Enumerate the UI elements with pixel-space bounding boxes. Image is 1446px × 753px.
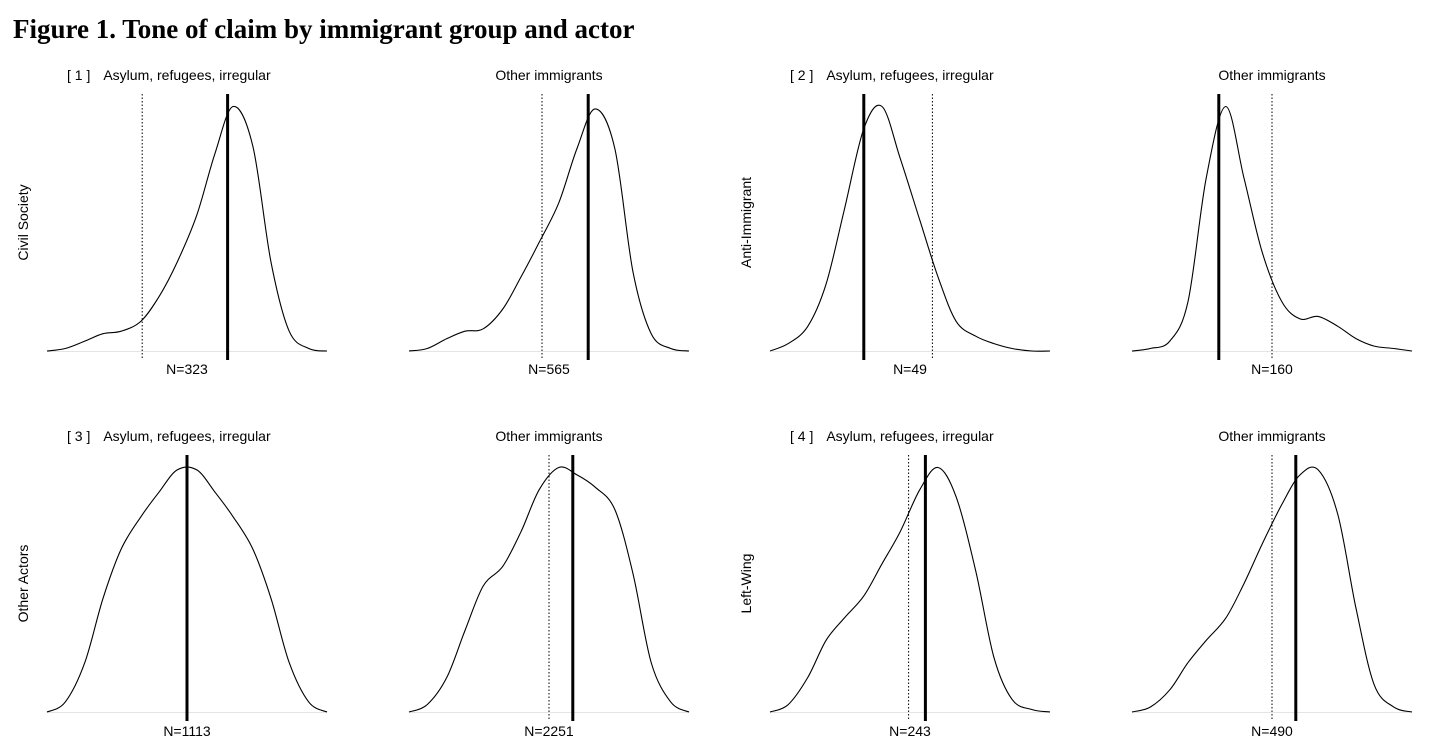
group-title: Other immigrants — [495, 428, 602, 444]
density-curve — [769, 104, 1051, 352]
subplot: Asylum, refugees, irregular N=323 — [46, 67, 328, 377]
n-label: N=565 — [528, 361, 570, 377]
actor-label: Left-Wing — [738, 554, 754, 614]
panel-label: [ 3 ] — [67, 428, 90, 444]
group-title: Other immigrants — [1218, 67, 1325, 83]
actor-label: Civil Society — [15, 184, 31, 260]
n-label: N=49 — [893, 361, 927, 377]
density-curve — [408, 108, 690, 352]
n-label: N=323 — [166, 361, 208, 377]
group-title: Asylum, refugees, irregular — [826, 428, 994, 444]
n-label: N=490 — [1251, 723, 1293, 739]
group-title: Other immigrants — [1218, 428, 1325, 444]
n-label: N=160 — [1251, 361, 1293, 377]
group-title: Asylum, refugees, irregular — [103, 67, 271, 83]
group-title: Asylum, refugees, irregular — [826, 67, 994, 83]
panel-3: [ 3 ] Other Actors Asylum, refugees, irreg… — [15, 428, 690, 739]
density-curve — [1131, 105, 1413, 352]
panel-label: [ 1 ] — [67, 67, 90, 83]
panel-label: [ 4 ] — [790, 428, 813, 444]
subplot: Asylum, refugees, irregular N=1113 — [46, 428, 328, 739]
subplot: Other immigrants N=2251 — [408, 428, 690, 739]
panel-label: [ 2 ] — [790, 67, 813, 83]
density-curve — [769, 466, 1051, 713]
n-label: N=1113 — [163, 723, 211, 739]
subplot: Other immigrants N=160 — [1131, 67, 1413, 377]
density-curve — [46, 105, 328, 352]
subplot: Other immigrants N=565 — [408, 67, 690, 377]
group-title: Asylum, refugees, irregular — [103, 428, 271, 444]
subplot: Asylum, refugees, irregular N=243 — [769, 428, 1051, 739]
subplot: Other immigrants N=490 — [1131, 428, 1413, 739]
actor-label: Other Actors — [15, 545, 31, 623]
actor-label: Anti-Immigrant — [738, 177, 754, 268]
subplot: Asylum, refugees, irregular N=49 — [769, 67, 1051, 377]
density-curve — [408, 466, 690, 713]
n-label: N=2251 — [524, 723, 574, 739]
panel-4: [ 4 ] Left-Wing Asylum, refugees, irregula… — [738, 428, 1413, 739]
n-label: N=243 — [889, 723, 931, 739]
density-curve — [1131, 466, 1413, 713]
panel-2: [ 2 ] Anti-Immigrant Asylum, refugees, irr… — [738, 67, 1413, 377]
figure-title: Figure 1. Tone of claim by immigrant gro… — [13, 14, 635, 44]
group-title: Other immigrants — [495, 67, 602, 83]
panel-1: [ 1 ] Civil Society Asylum, refugees, irre… — [15, 67, 690, 377]
